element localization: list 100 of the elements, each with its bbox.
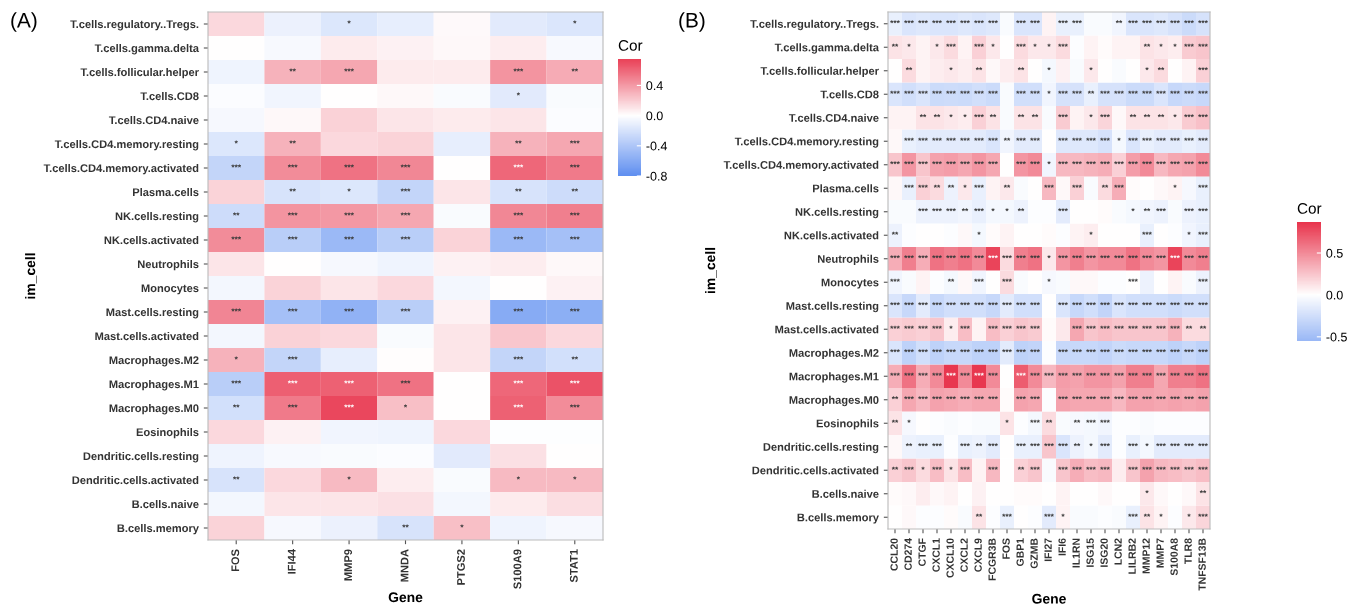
data-label: *** xyxy=(890,255,900,259)
data-label: *** xyxy=(1128,396,1138,400)
data-label: *** xyxy=(1072,396,1082,400)
data-label: *** xyxy=(1114,349,1124,353)
data-label: *** xyxy=(1044,443,1054,447)
x-tick-label: LCN2 xyxy=(1114,538,1122,565)
x-tick-label: CD274 xyxy=(904,538,912,571)
data-label: *** xyxy=(1072,90,1082,94)
data-label: ** xyxy=(905,67,913,71)
data-label: *** xyxy=(569,308,580,312)
y-tick-label: Dendritic.cells.activated xyxy=(72,475,199,485)
data-label: * xyxy=(1047,278,1051,282)
data-label: ** xyxy=(515,188,522,192)
data-label: * xyxy=(921,466,925,470)
data-label: *** xyxy=(1156,443,1166,447)
data-label: *** xyxy=(932,161,942,165)
y-tick-label: T.cells.regulatory..Tregs. xyxy=(70,19,199,31)
data-label: *** xyxy=(1170,325,1180,329)
data-label: *** xyxy=(1058,443,1068,447)
data-label: *** xyxy=(1128,90,1138,94)
data-label: * xyxy=(1159,513,1163,517)
data-label: *** xyxy=(1100,325,1110,329)
data-label: *** xyxy=(904,372,914,376)
data-label: *** xyxy=(1002,255,1012,259)
data-label: *** xyxy=(988,349,998,353)
data-label: *** xyxy=(974,161,984,165)
data-label: ** xyxy=(1073,443,1081,447)
data-label: *** xyxy=(1030,90,1040,94)
data-label: * xyxy=(949,466,953,470)
data-label: *** xyxy=(1156,137,1166,141)
data-label: *** xyxy=(1128,349,1138,353)
data-label: * xyxy=(347,20,351,24)
data-label: * xyxy=(963,114,967,118)
data-label: ** xyxy=(289,68,296,72)
data-label: *** xyxy=(400,212,411,216)
x-tick-label: IFI6 xyxy=(1058,538,1066,556)
y-tick-label: Macrophages.M0 xyxy=(789,395,879,407)
data-label: *** xyxy=(890,302,900,306)
data-label: *** xyxy=(1128,278,1138,282)
data-label: *** xyxy=(569,164,580,168)
x-tick-label: STAT1 xyxy=(569,549,578,583)
data-label: *** xyxy=(1072,255,1082,259)
data-label: *** xyxy=(400,380,411,384)
y-tick-label: Neutrophils xyxy=(137,259,199,271)
data-label: * xyxy=(234,356,238,360)
data-label: *** xyxy=(918,396,928,400)
data-label: *** xyxy=(932,90,942,94)
data-label: *** xyxy=(1170,349,1180,353)
data-label: *** xyxy=(904,90,914,94)
data-label: * xyxy=(949,325,953,329)
data-label: *** xyxy=(1184,466,1194,470)
data-label: * xyxy=(1033,43,1037,47)
data-label: *** xyxy=(988,396,998,400)
data-label: ** xyxy=(933,184,941,188)
data-label: *** xyxy=(1198,67,1208,71)
data-label: *** xyxy=(1072,372,1082,376)
data-label: *** xyxy=(946,161,956,165)
data-label: *** xyxy=(1058,466,1068,470)
data-label: ** xyxy=(1003,184,1011,188)
data-label: *** xyxy=(1100,443,1110,447)
x-tick-label: TNFSF13B xyxy=(1198,538,1206,591)
data-label: ** xyxy=(571,188,579,192)
y-tick-label: T.cells.CD4.memory.activated xyxy=(723,160,879,172)
data-label: *** xyxy=(1086,349,1096,353)
data-label: *** xyxy=(513,236,524,240)
data-label: * xyxy=(1173,184,1177,188)
data-label: *** xyxy=(974,372,984,376)
data-label: *** xyxy=(904,349,914,353)
x-tick-label: CXCL1 xyxy=(932,538,940,572)
data-label: *** xyxy=(1016,255,1026,259)
data-label: *** xyxy=(1086,302,1096,306)
data-label: *** xyxy=(1198,278,1208,282)
data-label: *** xyxy=(1198,161,1208,165)
y-tick-label: T.cells.follicular.helper xyxy=(80,67,199,79)
data-label: *** xyxy=(946,302,956,306)
data-label: *** xyxy=(1002,302,1012,306)
data-label: *** xyxy=(1142,90,1152,94)
data-label: *** xyxy=(904,20,914,24)
y-tick-label: B.cells.naive xyxy=(812,489,879,498)
data-label: *** xyxy=(1100,396,1110,400)
data-label: ** xyxy=(1101,184,1109,188)
data-label: *** xyxy=(988,20,998,24)
data-label: *** xyxy=(918,90,928,94)
data-label: *** xyxy=(344,404,354,408)
data-label: *** xyxy=(1128,137,1138,141)
color-bar-label: -0.8 xyxy=(646,171,667,181)
x-tick-label: GBP1 xyxy=(1016,538,1024,566)
data-label: *** xyxy=(287,236,298,240)
y-axis-title: im_cell xyxy=(25,253,37,299)
data-label: *** xyxy=(400,308,411,312)
data-label: *** xyxy=(974,396,984,400)
data-label: *** xyxy=(1170,302,1180,306)
data-label: *** xyxy=(904,137,914,141)
data-label: ** xyxy=(233,404,240,408)
data-label: *** xyxy=(1100,302,1110,306)
data-label: *** xyxy=(1058,20,1068,24)
y-tick-label: T.cells.follicular.helper xyxy=(760,66,879,78)
data-label: *** xyxy=(1086,419,1096,423)
data-label: *** xyxy=(569,140,580,144)
data-label: *** xyxy=(890,325,900,329)
